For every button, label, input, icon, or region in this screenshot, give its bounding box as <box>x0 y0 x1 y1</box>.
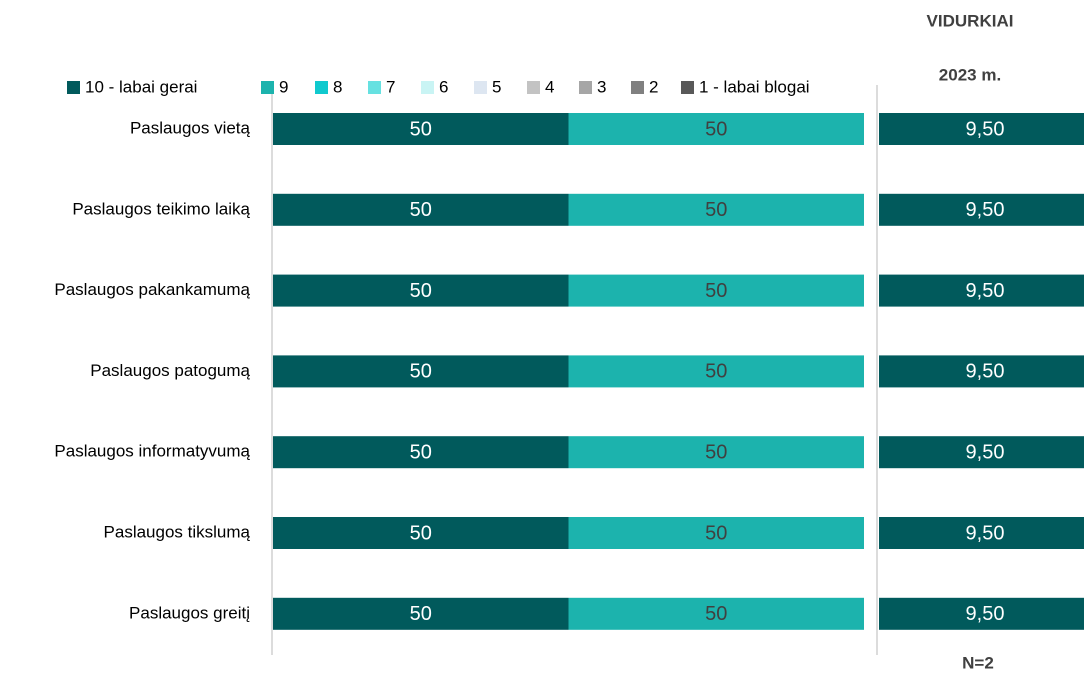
bar-segment <box>568 193 864 226</box>
data-label: 50 <box>705 118 727 140</box>
bar-segment <box>273 436 569 469</box>
average-box <box>879 355 1084 388</box>
category-label: Paslaugos patogumą <box>90 361 250 380</box>
bar-segment <box>568 517 864 549</box>
bar-segment <box>568 274 864 307</box>
bar-segment <box>568 113 864 145</box>
bar-segment <box>273 113 569 145</box>
category-label: Paslaugos greitį <box>129 603 250 622</box>
data-label: 50 <box>410 199 432 221</box>
bar-segment <box>273 517 569 549</box>
legend-swatch <box>579 81 592 94</box>
bar-segment <box>568 597 864 630</box>
data-label: 50 <box>705 199 727 221</box>
legend-label: 3 <box>597 77 606 96</box>
legend-label: 4 <box>545 77 554 96</box>
category-label: Paslaugos teikimo laiką <box>72 199 250 218</box>
legend-label: 2 <box>649 77 658 96</box>
legend-label: 8 <box>333 77 342 96</box>
legend-swatch <box>474 81 487 94</box>
averages-subtitle: 2023 m. <box>939 65 1001 84</box>
legend-swatch <box>527 81 540 94</box>
average-label: 9,50 <box>966 280 1005 302</box>
legend-label: 6 <box>439 77 448 96</box>
data-label: 50 <box>410 441 432 463</box>
data-label: 50 <box>410 522 432 544</box>
data-label: 50 <box>410 280 432 302</box>
legend-swatch <box>261 81 274 94</box>
average-label: 9,50 <box>966 603 1005 625</box>
data-label: 50 <box>410 118 432 140</box>
note: N=2 <box>962 653 994 672</box>
legend-swatch <box>631 81 644 94</box>
category-label: Paslaugos vietą <box>130 118 251 137</box>
category-label: Paslaugos tikslumą <box>104 522 251 541</box>
bar-segment <box>273 274 569 307</box>
average-label: 9,50 <box>966 441 1005 463</box>
data-label: 50 <box>705 522 727 544</box>
average-label: 9,50 <box>966 361 1005 383</box>
average-box <box>879 436 1084 469</box>
legend-label: 9 <box>279 77 288 96</box>
legend-label: 1 - labai blogai <box>699 77 810 96</box>
data-label: 50 <box>410 603 432 625</box>
legend-label: 10 - labai gerai <box>85 77 197 96</box>
legend-swatch <box>315 81 328 94</box>
data-label: 50 <box>705 603 727 625</box>
average-box <box>879 113 1084 145</box>
bar-segment <box>273 355 569 388</box>
category-label: Paslaugos informatyvumą <box>54 442 250 461</box>
legend-label: 7 <box>386 77 395 96</box>
bar-segment <box>568 436 864 469</box>
bar-segment <box>273 193 569 226</box>
average-box <box>879 597 1084 630</box>
bar-segment <box>568 355 864 388</box>
data-label: 50 <box>705 280 727 302</box>
legend-swatch <box>421 81 434 94</box>
category-label: Paslaugos pakankamumą <box>54 280 250 299</box>
legend-swatch <box>681 81 694 94</box>
bar-segment <box>273 597 569 630</box>
average-label: 9,50 <box>966 522 1005 544</box>
average-box <box>879 517 1084 549</box>
data-label: 50 <box>705 441 727 463</box>
average-box <box>879 193 1084 226</box>
average-box <box>879 274 1084 307</box>
legend-swatch <box>67 81 80 94</box>
data-label: 50 <box>410 361 432 383</box>
average-label: 9,50 <box>966 118 1005 140</box>
data-label: 50 <box>705 361 727 383</box>
legend-label: 5 <box>492 77 501 96</box>
legend-swatch <box>368 81 381 94</box>
averages-title: VIDURKIAI <box>927 11 1014 30</box>
average-label: 9,50 <box>966 199 1005 221</box>
